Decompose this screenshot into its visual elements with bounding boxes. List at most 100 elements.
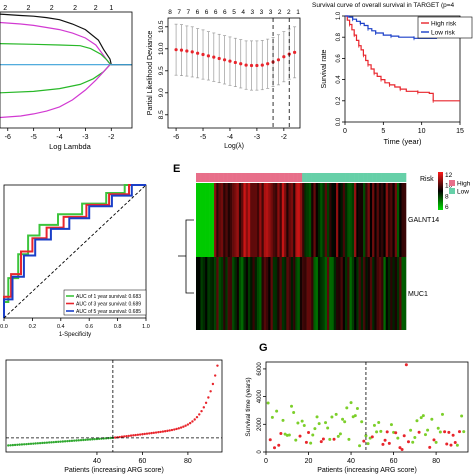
heatmap-cell-muc1 [326, 257, 330, 330]
heatmap-cell-muc1 [306, 257, 310, 330]
risk-point [138, 433, 142, 436]
survival-point [462, 430, 466, 434]
heatmap-cell-galnt14 [263, 183, 267, 257]
heatmap-cell-muc1 [392, 257, 396, 330]
deviance-point [260, 63, 264, 67]
plot-frame [3, 184, 147, 319]
risk-point [9, 444, 12, 447]
heatmap-cell-galnt14 [216, 183, 219, 257]
risk-point [45, 441, 49, 444]
heatmap-cell-muc1 [376, 257, 380, 330]
heatmap-cell-galnt14 [320, 183, 323, 257]
deviance-point [212, 55, 216, 59]
risk-annotation-cell [385, 173, 389, 182]
row-label-muc1: MUC1 [408, 291, 428, 298]
heatmap-cell-galnt14 [313, 183, 316, 257]
risk-point [86, 438, 90, 441]
risk-point [191, 420, 194, 423]
risk-annotation-cell [252, 173, 256, 182]
heatmap-cell-galnt14 [306, 183, 310, 257]
heatmap-cell-muc1 [320, 257, 323, 330]
heatmap-cell-muc1 [211, 257, 215, 330]
colorbar-tick-label: 10 [445, 183, 453, 190]
heatmap-cell-muc1 [338, 257, 341, 330]
y-tick-label: 0.2 [336, 96, 342, 105]
heatmap-cell-galnt14 [322, 183, 326, 257]
risk-annotation-cell [275, 173, 278, 182]
heatmap-cell-galnt14 [225, 183, 228, 257]
survival-point [268, 438, 272, 442]
survival-point [281, 418, 285, 422]
survival-point [315, 415, 319, 419]
heatmap-cell-muc1 [279, 257, 283, 330]
survival-point [307, 431, 311, 435]
coef-path-5 [0, 64, 111, 119]
top-tick-label: 6 [214, 9, 218, 16]
heatmap-cell-galnt14 [211, 183, 215, 257]
heatmap-cell-galnt14 [232, 183, 235, 257]
risk-annotation-cell [234, 173, 237, 182]
risk-annotation-cell [308, 173, 312, 182]
risk-point [27, 442, 30, 446]
x-tick-label: 0 [264, 458, 268, 465]
heatmap-cell-muc1 [354, 257, 357, 330]
plot-frame [344, 15, 461, 123]
survival-point [438, 430, 442, 434]
coef-path-2 [0, 43, 112, 66]
heatmap-cell-galnt14 [354, 183, 357, 257]
top-tick-label: 3 [269, 9, 273, 16]
risk-annotation-label: Risk [420, 176, 434, 183]
heatmap-cell-muc1 [340, 257, 344, 330]
risk-annotation-cell [241, 173, 244, 182]
heatmap-cell-muc1 [399, 257, 402, 330]
heatmap-cell-galnt14 [288, 183, 292, 257]
survival-point [432, 438, 436, 442]
heatmap-cell-muc1 [261, 257, 265, 330]
legend-label: Low risk [431, 30, 456, 37]
survival-point [294, 438, 298, 442]
survival-point [440, 412, 444, 416]
survival-point [279, 431, 283, 435]
legend-label: AUC of 1 year survival: 0.683 [76, 294, 141, 300]
risk-point [79, 438, 83, 442]
heatmap-cell-muc1 [317, 257, 321, 330]
risk-point [132, 434, 135, 437]
risk-annotation-cell [229, 173, 233, 182]
heatmap-cell-galnt14 [223, 183, 226, 257]
risk-point [136, 433, 140, 436]
risk-point [118, 435, 121, 439]
x-tick-label: 5 [381, 128, 385, 135]
heatmap-cell-galnt14 [363, 183, 366, 257]
heatmap-cell-muc1 [254, 257, 258, 330]
risk-annotation-cell [277, 173, 280, 182]
survival-point [409, 428, 413, 432]
top-tick-label: 1 [109, 5, 113, 12]
x-tick-label: 0.0 [0, 324, 8, 330]
survival-point [428, 445, 432, 449]
top-tick-label: 2 [73, 5, 77, 12]
x-tick-label: 0.2 [29, 324, 37, 330]
risk-point [95, 437, 99, 441]
heatmap-cell-muc1 [297, 257, 301, 330]
heatmap-cell-galnt14 [270, 183, 274, 257]
survival-point [341, 417, 345, 421]
risk-annotation-cell [295, 173, 298, 182]
survival-point [377, 420, 381, 424]
heatmap-cell-galnt14 [236, 183, 240, 257]
x-tick-label: -3 [254, 134, 260, 141]
risk-annotation-cell [369, 173, 373, 182]
risk-point [91, 438, 94, 441]
heatmap-cell-muc1 [207, 257, 210, 330]
x-tick-label: 0.4 [57, 324, 65, 330]
risk-annotation-cell [340, 173, 344, 182]
heatmap-cell-galnt14 [347, 183, 350, 257]
heatmap-cell-galnt14 [381, 183, 384, 257]
risk-point [216, 364, 219, 367]
x-tick-label: -6 [173, 134, 179, 141]
colorbar-tick-label: 6 [445, 204, 449, 211]
survival-point [364, 434, 368, 438]
deviance-point [185, 49, 189, 53]
x-tick-label: -4 [56, 134, 62, 141]
heatmap-cell-galnt14 [281, 183, 285, 257]
